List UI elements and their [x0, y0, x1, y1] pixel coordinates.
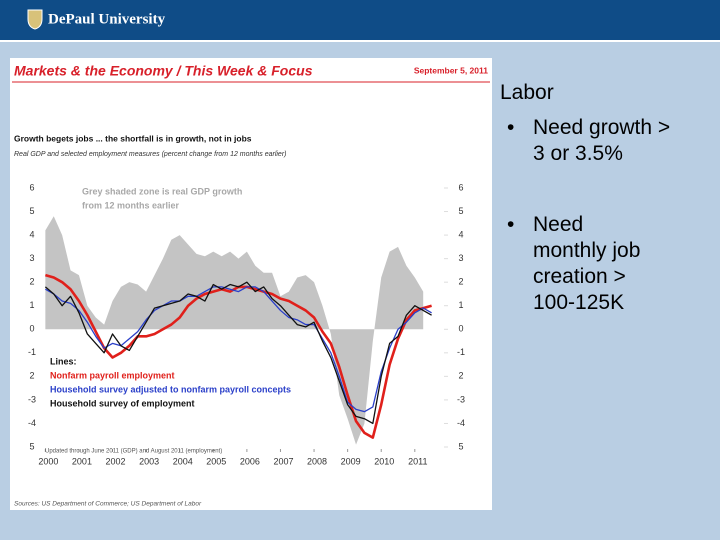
gdp-area: [45, 216, 424, 445]
annotation: Grey shaded zone is real GDP growth: [82, 186, 242, 196]
y2-tick-label: 5: [458, 441, 463, 451]
y-tick-label: -1: [28, 347, 36, 357]
logo-text: DePaul University: [48, 11, 166, 27]
legend-entry: Household survey of employment: [50, 398, 195, 408]
y2-tick-label: -3: [457, 394, 465, 404]
x-tick-label: 2001: [72, 456, 92, 466]
y-tick-label: 3: [29, 253, 34, 263]
x-tick-label: 2005: [206, 456, 226, 466]
chart-title: Growth begets jobs ... the shortfall is …: [14, 133, 252, 143]
y2-tick-label: 6: [458, 182, 463, 192]
x-tick-label: 2006: [240, 456, 260, 466]
y2-tick-label: 4: [458, 229, 463, 239]
y2-tick-label: 2: [458, 277, 463, 287]
y-tick-label: 2: [29, 277, 34, 287]
bullet-marker: •: [507, 213, 515, 236]
bullet-text: Need monthly job creation > 100-125K: [533, 213, 641, 314]
x-tick-label: 2004: [173, 456, 193, 466]
plot: 6 6 5 5 4 4 3 3 2 2 1 1 0 0 -1 -1 2 2 -3 -3 -4 -4 5 5 2000 2001 20…: [28, 182, 465, 466]
series-line: [44, 281, 432, 425]
bullet-marker: •: [507, 116, 515, 139]
chart-subtitle: Real GDP and selected employment measure…: [14, 151, 286, 158]
slide-heading: Labor: [500, 81, 554, 104]
chart-source: Sources: US Department of Commerce; US D…: [14, 501, 202, 508]
logo-shield: [27, 9, 43, 30]
header-bar: [0, 0, 720, 40]
annotation: from 12 months earlier: [82, 200, 180, 210]
y-tick-label: 4: [29, 229, 34, 239]
header-rule: [0, 40, 720, 42]
x-tick-label: 2007: [273, 456, 293, 466]
y-tick-label: 0: [29, 324, 34, 334]
x-tick-label: 2009: [341, 456, 361, 466]
y2-tick-label: 0: [458, 324, 463, 334]
legend-title: Lines:: [50, 356, 77, 366]
series-line: [45, 286, 432, 413]
chart-note: Updated through June 2011 (GDP) and Augu…: [45, 449, 222, 455]
y-tick-label: 6: [29, 182, 34, 192]
y2-tick-label: 2: [458, 371, 463, 381]
x-tick-label: 2010: [374, 456, 394, 466]
legend-entry: Household survey adjusted to nonfarm pay…: [50, 384, 291, 394]
y-tick-label: 1: [29, 300, 34, 310]
bullet-text: Need growth > 3 or 3.5%: [533, 116, 671, 165]
y2-tick-label: -4: [457, 418, 465, 428]
x-tick-label: 2011: [408, 456, 427, 466]
y2-tick-label: -1: [457, 347, 465, 357]
y-tick-label: 5: [29, 441, 34, 451]
legend-entry: Nonfarm payroll employment: [50, 370, 175, 380]
x-tick-label: 2008: [307, 456, 327, 466]
x-tick-label: 2003: [139, 456, 159, 466]
chart-banner: Markets & the Economy / This Week & Focu…: [14, 63, 313, 79]
y2-tick-label: 3: [458, 253, 463, 263]
y2-tick-label: 5: [458, 206, 463, 216]
y2-tick-label: 1: [458, 300, 463, 310]
y-tick-label: -4: [28, 418, 36, 428]
x-tick-label: 2000: [38, 456, 58, 466]
x-tick-label: 2002: [106, 456, 126, 466]
y-tick-label: 5: [29, 206, 34, 216]
y-tick-label: 2: [29, 371, 34, 381]
chart-date: September 5, 2011: [414, 65, 488, 75]
y-tick-label: -3: [28, 394, 36, 404]
